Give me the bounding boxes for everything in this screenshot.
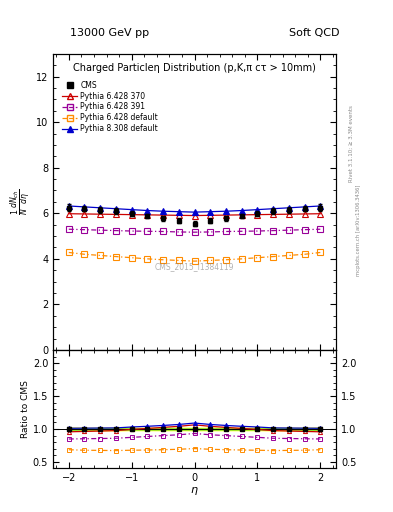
Text: Rivet 3.1.10; ≥ 3.3M events: Rivet 3.1.10; ≥ 3.3M events — [349, 105, 354, 182]
Y-axis label: Ratio to CMS: Ratio to CMS — [21, 380, 30, 438]
Y-axis label: $\frac{1}{N}\frac{dN_{ch}}{d\eta}$: $\frac{1}{N}\frac{dN_{ch}}{d\eta}$ — [9, 188, 35, 215]
Text: Charged Particleη Distribution (p,K,π cτ > 10mm): Charged Particleη Distribution (p,K,π cτ… — [73, 62, 316, 73]
Legend: CMS, Pythia 6.428 370, Pythia 6.428 391, Pythia 6.428 default, Pythia 8.308 defa: CMS, Pythia 6.428 370, Pythia 6.428 391,… — [60, 78, 160, 136]
Text: 13000 GeV pp: 13000 GeV pp — [70, 28, 150, 38]
Text: mcplots.cern.ch [arXiv:1306.3436]: mcplots.cern.ch [arXiv:1306.3436] — [356, 185, 362, 276]
Text: Soft QCD: Soft QCD — [289, 28, 340, 38]
Text: CMS_2015_I1384119: CMS_2015_I1384119 — [155, 263, 234, 271]
X-axis label: $\eta$: $\eta$ — [190, 485, 199, 497]
